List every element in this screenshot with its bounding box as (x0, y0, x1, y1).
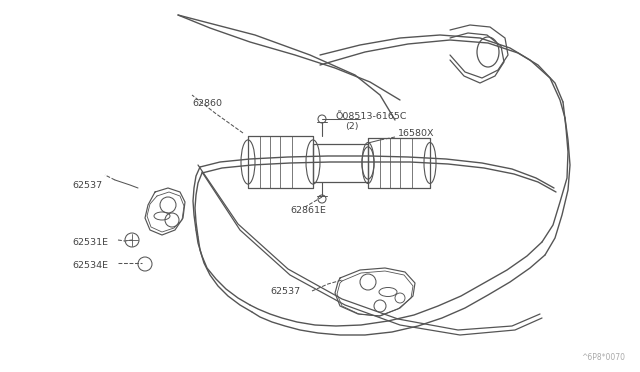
Text: ^6P8*0070: ^6P8*0070 (581, 353, 625, 362)
Text: 62531E: 62531E (72, 237, 108, 247)
Text: Õ08513-6165C: Õ08513-6165C (335, 112, 406, 121)
Text: 62860: 62860 (192, 99, 222, 108)
Text: 62537: 62537 (270, 286, 300, 295)
Text: 62534E: 62534E (72, 260, 108, 269)
Text: 16580X: 16580X (398, 128, 435, 138)
Text: 62861E: 62861E (290, 205, 326, 215)
Text: (2): (2) (345, 122, 358, 131)
Text: 62537: 62537 (72, 180, 102, 189)
